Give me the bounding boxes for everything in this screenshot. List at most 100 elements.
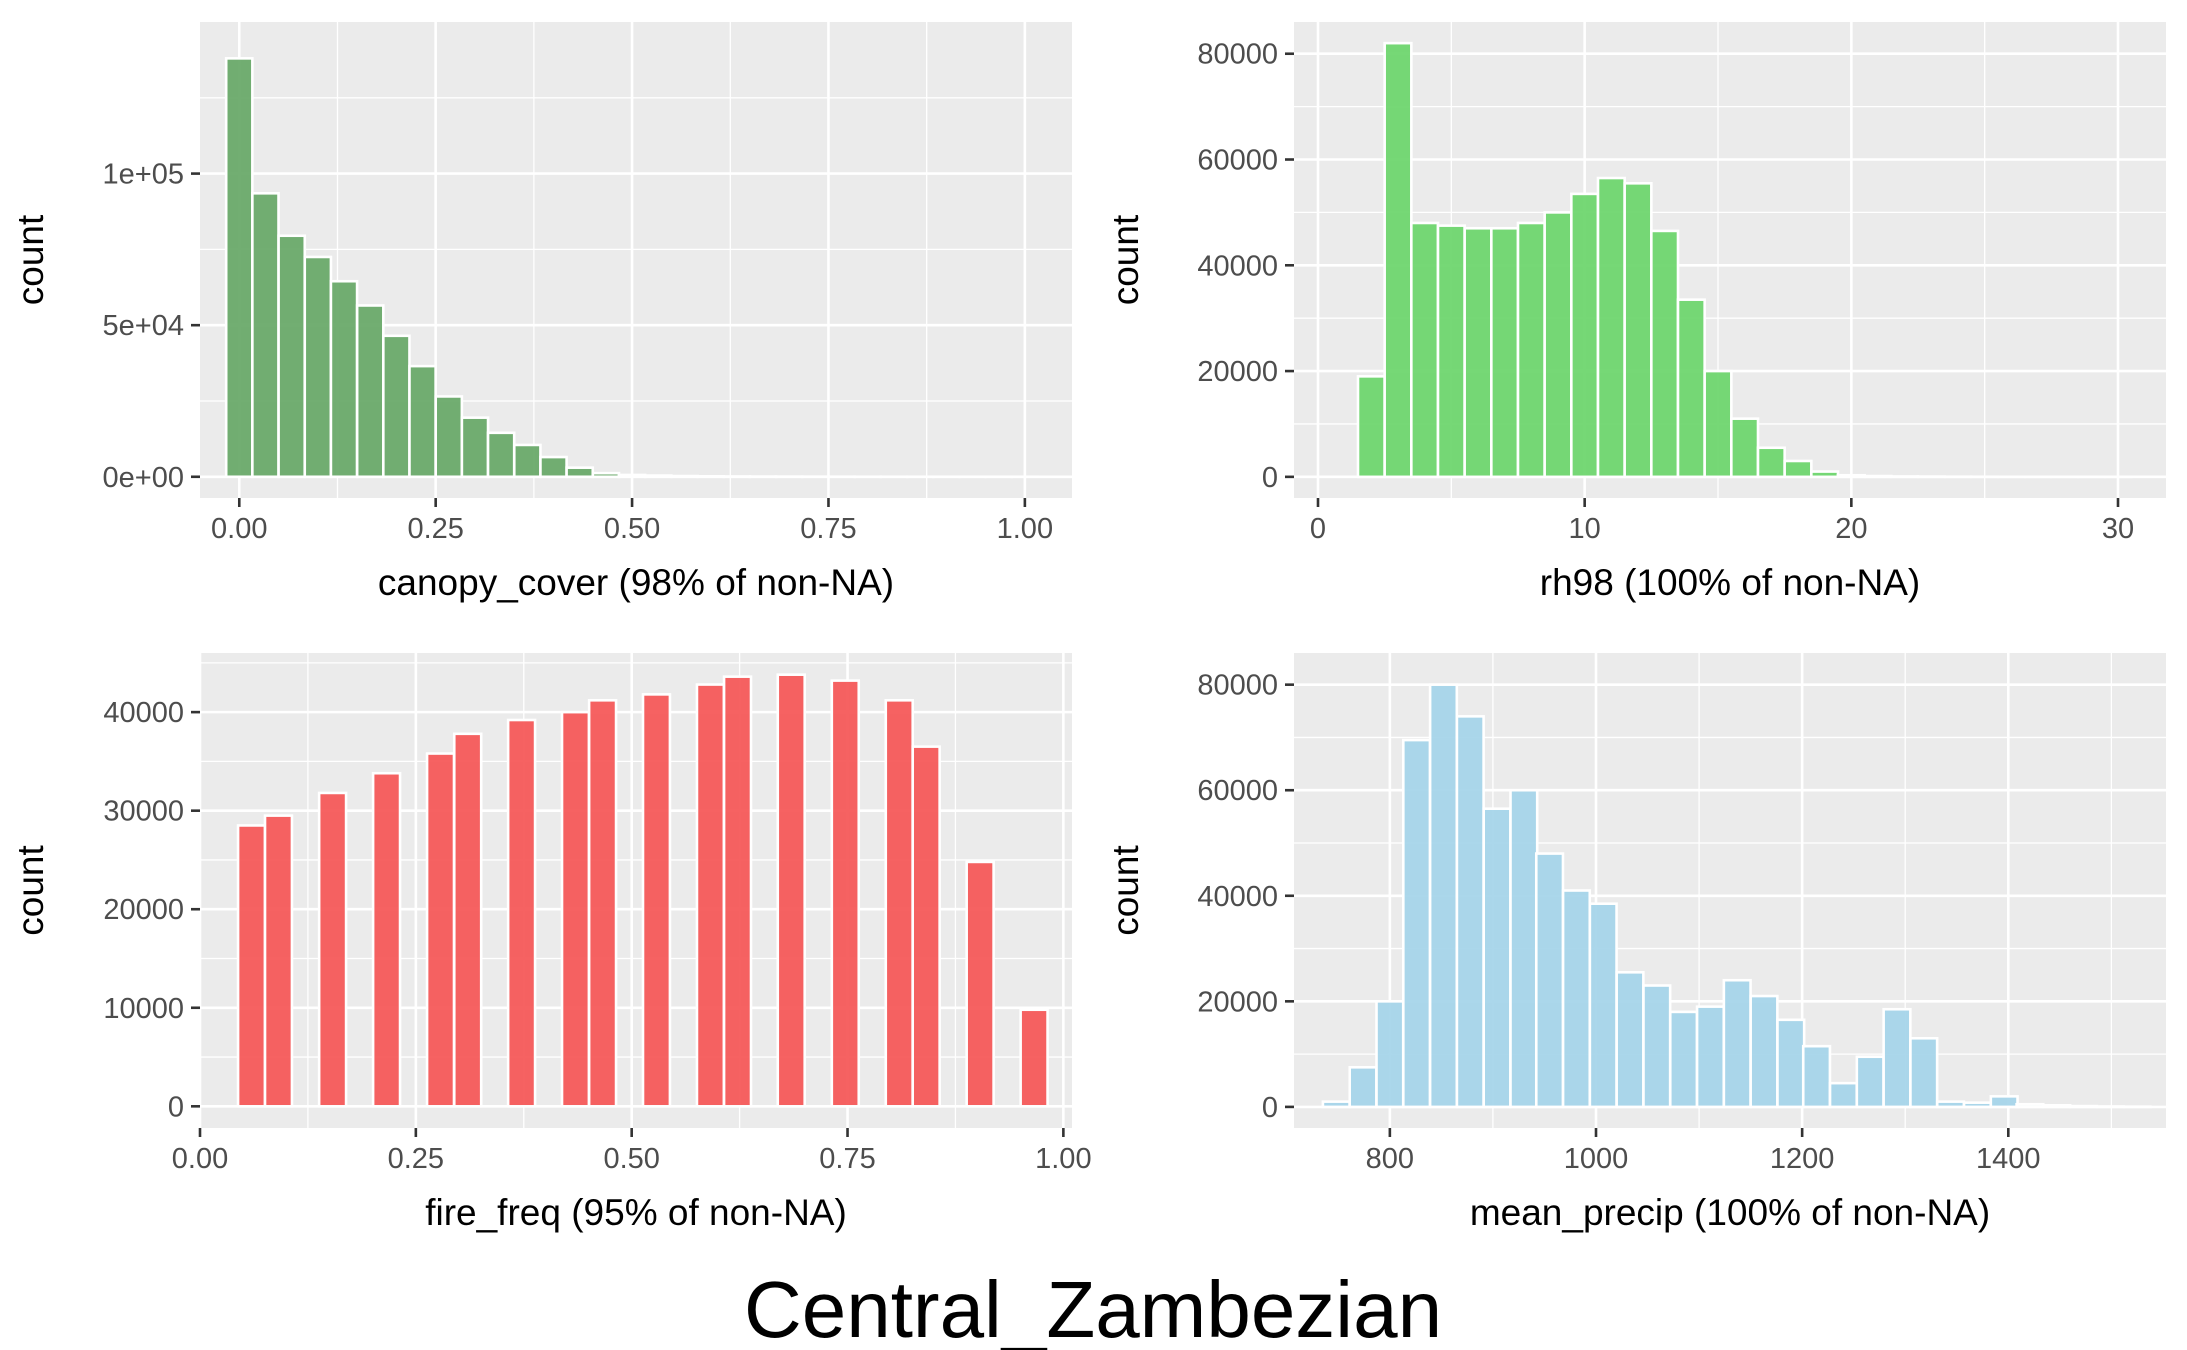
y-tick-label: 20000 [1197,986,1278,1018]
x-tick-label: 0.25 [388,1143,444,1175]
x-tick-label: 0.00 [211,513,267,545]
x-tick-label: 10 [1569,513,1601,545]
x-tick-label: 0.25 [407,513,463,545]
y-axis: 0e+00 5e+04 1e+05 count [10,159,200,494]
histogram-bar [1676,298,1706,479]
panel-fire-freq: 0.00 0.25 0.50 0.75 1.00 fire_freq (95% of no… [10,653,1092,1233]
y-axis: 0 20000 40000 60000 80000 count [1105,39,1294,494]
x-axis-title: mean_precip (100% of non-NA) [1470,1192,1990,1233]
histogram-bar [1516,221,1546,479]
histogram-bar [1703,369,1733,479]
histogram-bars [1321,683,2152,1109]
histogram-bar [591,471,621,479]
histogram-bar [1962,1101,1993,1109]
histogram-bar [565,466,595,479]
y-tick-label: 60000 [1197,775,1278,807]
x-tick-label: 20 [1835,513,1867,545]
y-axis: 0 10000 20000 30000 40000 count [10,697,200,1123]
histogram-bar [1428,683,1459,1109]
histogram-bar [1882,1007,1912,1109]
histogram-bar [1730,417,1760,479]
y-tick-label: 40000 [103,697,184,729]
histogram-bar [722,675,753,1108]
histogram-bar [2042,1104,2072,1109]
histogram-bar [452,732,483,1108]
y-tick-label: 80000 [1197,39,1278,71]
histogram-bar [1810,470,1840,479]
histogram-bar [830,679,861,1108]
histogram-bar [1828,1081,1859,1109]
histogram-bar [1383,41,1413,479]
histogram-bar [486,431,516,479]
histogram-bar [1375,1000,1405,1109]
histogram-bar [1348,1066,1378,1109]
histogram-bar [355,304,385,479]
histogram-bar [643,474,673,479]
histogram-bar [371,771,402,1108]
histogram-bar [1623,182,1653,479]
x-tick-label: 1400 [1976,1143,2041,1175]
histogram-bar [1650,229,1680,479]
x-axis: 800 1000 1200 1400 mean_precip (100% of non-… [1366,1128,2041,1233]
y-tick-label: 10000 [103,993,184,1025]
histogram-bar [1863,474,1893,479]
x-tick-label: 1.00 [997,513,1053,545]
y-tick-label: 20000 [103,894,184,926]
y-axis-title: count [1105,214,1146,305]
histogram-bar [1749,994,1779,1109]
histogram-bar [460,416,490,479]
y-tick-label: 20000 [1197,356,1278,388]
histogram-bar [1783,459,1813,479]
x-tick-label: 1000 [1564,1143,1629,1175]
histogram-bar [1321,1100,1351,1109]
x-tick-label: 0.75 [800,513,856,545]
histogram-bars [224,57,1040,479]
histogram-bar [1722,978,1752,1109]
histogram-bar [1756,446,1786,479]
histogram-bar [1509,788,1539,1109]
y-tick-label: 0 [1262,462,1278,494]
histogram-bar [1356,375,1386,479]
figure-title: Central_Zambezian [744,1265,1442,1350]
y-axis-title: count [10,214,51,305]
y-tick-label: 80000 [1197,670,1278,702]
histogram-bars [1356,41,2133,479]
histogram-bar [408,364,437,479]
histogram-bar [1455,715,1485,1109]
histogram-bar [1436,224,1466,479]
y-tick-label: 30000 [103,796,184,828]
histogram-bar [1909,1036,1939,1109]
histogram-bar [1534,852,1565,1109]
histogram-bar [670,474,699,479]
panel-mean-precip: 800 1000 1200 1400 mean_precip (100% of non-… [1105,653,2166,1233]
histogram-bar [1801,1044,1832,1109]
x-tick-label: 30 [2102,513,2134,545]
x-axis: 0.00 0.25 0.50 0.75 1.00 fire_freq (95% of no… [172,1128,1092,1233]
histogram-bar [1776,1018,1806,1109]
x-axis: 0 10 20 30 rh98 (100% of non-NA) [1310,498,2134,603]
x-tick-label: 1.00 [1035,1143,1091,1175]
x-axis-title: rh98 (100% of non-NA) [1540,562,1920,603]
x-tick-label: 0.00 [172,1143,228,1175]
histogram-bar [1695,1005,1726,1109]
histogram-bar [251,191,280,479]
histogram-bar [1935,1100,1966,1109]
histogram-bar [641,693,672,1108]
histogram-bar [317,791,348,1108]
histogram-bar [965,860,995,1108]
histogram-bar [329,279,359,479]
histogram-bar [2068,1104,2099,1109]
histogram-bar [911,745,941,1108]
histogram-bar [1570,192,1600,479]
histogram-bar [1596,176,1626,479]
histogram-bar [236,824,267,1108]
y-axis-title: count [1105,845,1146,936]
x-axis-title: fire_freq (95% of non-NA) [425,1192,847,1233]
x-tick-label: 0.75 [819,1143,875,1175]
histogram-bar [776,673,807,1108]
histogram-bar [303,255,333,479]
histogram-bar [1490,226,1520,479]
x-tick-label: 1200 [1770,1143,1835,1175]
x-axis: 0.00 0.25 0.50 0.75 1.00 canopy_cover (98% of… [211,498,1053,603]
